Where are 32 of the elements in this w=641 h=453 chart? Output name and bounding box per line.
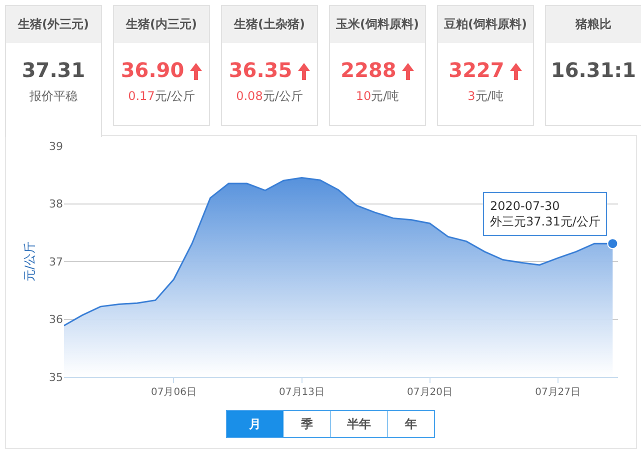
x-tick-label: 07月13日: [279, 387, 324, 398]
text: 0.08元/公斤: [235, 88, 304, 105]
text: 3227: [448, 58, 504, 82]
text: 年: [387, 411, 434, 437]
text: 37.31: [22, 58, 86, 82]
y-tick-label: 37: [49, 255, 63, 268]
text: 月: [227, 411, 283, 437]
y-tick-label: 39: [49, 140, 63, 153]
category-label: 生猪(外三元): [6, 6, 101, 43]
category-label: 生猪(内三元): [114, 6, 209, 43]
annotation: 2020-07-30 外三元37.31元/公斤: [490, 199, 600, 229]
y-axis-title: 元/公斤: [22, 241, 36, 282]
x-tick-label: 07月06日: [151, 387, 196, 398]
text: 2288: [340, 58, 396, 82]
y-tick-label: 35: [49, 370, 63, 384]
text: 16.31:1: [550, 58, 636, 82]
text: 季: [283, 411, 330, 437]
text: 36.35: [228, 58, 292, 82]
y-tick-label: 36: [49, 313, 63, 326]
x-tick-label: 07月27日: [535, 387, 581, 398]
category-label: 猪粮比: [546, 6, 641, 43]
category-label: 玉米(饲料原料): [330, 6, 425, 43]
text: 半年: [330, 411, 387, 437]
text: 10元/吨: [354, 88, 400, 105]
category-label: 豆粕(饲料原料): [438, 6, 533, 43]
x-tick-label: 07月20日: [407, 387, 453, 398]
text: 报价平稳: [28, 88, 78, 105]
text: 36.90: [120, 58, 184, 82]
text: 3元/吨: [466, 88, 504, 105]
category-label: 生猪(土杂猪): [222, 6, 317, 43]
text: 0.17元/公斤: [127, 88, 196, 105]
y-tick-label: 38: [49, 198, 63, 211]
